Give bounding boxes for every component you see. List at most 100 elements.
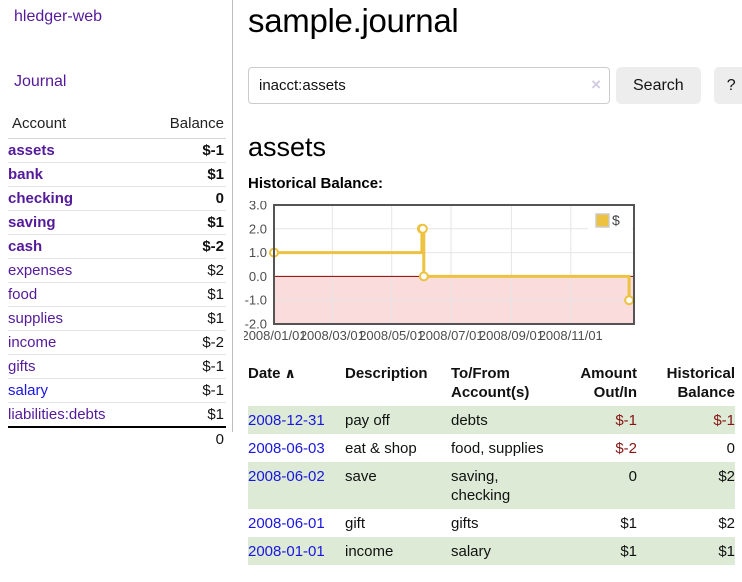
search-button[interactable]: Search [616, 67, 701, 104]
sort-ascending-icon: ∧ [284, 365, 296, 381]
account-row-food: food $1 [8, 282, 226, 307]
page-title: sample.journal [248, 2, 459, 39]
transaction-date-link[interactable]: 2008-06-02 [248, 468, 325, 485]
account-balance: $-1 [202, 142, 224, 159]
svg-text:2.0: 2.0 [249, 221, 267, 236]
transaction-date-link[interactable]: 2008-06-03 [248, 440, 325, 457]
account-link-saving[interactable]: saving [8, 214, 56, 231]
svg-text:3.0: 3.0 [249, 201, 267, 213]
transaction-balance: $-1 [713, 412, 735, 429]
transaction-date-link[interactable]: 2008-12-31 [248, 412, 325, 429]
accounts-total-row: 0 [8, 426, 226, 451]
transaction-balance: $2 [718, 515, 735, 532]
search-input[interactable] [248, 67, 610, 104]
register-row: 2008-12-31 pay off debts $-1 $-1 [248, 406, 735, 434]
account-row-liabilities-debts: liabilities:debts $1 [8, 402, 226, 427]
account-row-cash: cash $-2 [8, 234, 226, 259]
transaction-description: eat & shop [345, 440, 417, 457]
register-header-description: Description [345, 365, 428, 382]
register-header-balance: Historical Balance [666, 365, 735, 401]
account-link-cash[interactable]: cash [8, 238, 43, 255]
transaction-accounts: salary [451, 543, 492, 560]
account-row-gifts: gifts $-1 [8, 354, 226, 379]
account-link-income[interactable]: income [8, 334, 57, 351]
svg-text:2008/11/01: 2008/11/01 [539, 328, 603, 343]
register-header-amount: Amount Out/In [580, 365, 637, 401]
account-link-bank[interactable]: bank [8, 166, 44, 183]
account-link-assets[interactable]: assets [8, 142, 55, 159]
account-row-saving: saving $1 [8, 210, 226, 235]
account-heading: assets [248, 132, 327, 162]
account-row-checking: checking 0 [8, 186, 226, 211]
account-link-food[interactable]: food [8, 286, 38, 303]
register-row: 2008-06-01 gift gifts $1 $2 [248, 509, 735, 537]
sidebar-item-journal[interactable]: Journal [14, 73, 67, 90]
svg-text:2008/09/01: 2008/09/01 [479, 328, 544, 343]
accounts-table-header: Account Balance [8, 111, 226, 139]
account-row-income: income $-2 [8, 330, 226, 355]
account-balance: $1 [142, 402, 226, 427]
accounts-total-value: 0 [142, 426, 226, 451]
help-button[interactable]: ? [713, 67, 742, 104]
transaction-accounts: gifts [451, 515, 479, 532]
transaction-accounts: food, supplies [451, 440, 544, 457]
chart-title: Historical Balance: [248, 175, 384, 192]
transaction-amount: $1 [620, 543, 637, 560]
transaction-amount: $1 [620, 515, 637, 532]
svg-text:2008/05/01: 2008/05/01 [359, 328, 424, 343]
main-content: sample.journal × Search ? assets Histori… [241, 0, 742, 565]
account-link-expenses[interactable]: expenses [8, 262, 73, 279]
account-link-checking[interactable]: checking [8, 190, 74, 207]
transaction-description: pay off [345, 412, 390, 429]
transaction-amount: $-1 [615, 412, 637, 429]
date-header-label: Date [248, 365, 281, 382]
transaction-amount: 0 [628, 468, 637, 485]
transaction-description: gift [345, 515, 366, 532]
account-link-liabilities-debts[interactable]: liabilities:debts [8, 406, 106, 423]
accounts-header-account: Account [8, 111, 143, 139]
account-link-gifts[interactable]: gifts [8, 358, 36, 375]
transaction-accounts: debts [451, 412, 488, 429]
account-balance: $-2 [142, 330, 226, 355]
account-row-salary: salary $-1 [8, 378, 226, 403]
svg-text:0.0: 0.0 [249, 269, 267, 284]
clear-search-icon[interactable]: × [591, 75, 601, 94]
account-row-expenses: expenses $2 [8, 258, 226, 283]
transaction-balance: $1 [718, 543, 735, 560]
transaction-description: income [345, 543, 394, 560]
account-balance: $2 [142, 258, 226, 283]
transaction-amount: $-2 [615, 440, 637, 457]
svg-text:1.0: 1.0 [249, 245, 267, 260]
register-row: 2008-06-02 save saving, checking 0 $2 [248, 462, 735, 509]
account-row-bank: bank $1 [8, 162, 226, 187]
account-balance: $1 [142, 306, 226, 331]
register-row: 2008-01-01 income salary $1 $1 [248, 537, 735, 565]
account-balance: $-1 [142, 378, 226, 403]
account-row-supplies: supplies $1 [8, 306, 226, 331]
account-link-salary[interactable]: salary [8, 382, 49, 399]
account-balance: 0 [142, 186, 226, 211]
svg-text:-1.0: -1.0 [245, 293, 267, 308]
account-balance: $1 [142, 162, 226, 187]
app-title-link[interactable]: hledger-web [14, 8, 103, 25]
account-balance: $-1 [142, 354, 226, 379]
svg-text:-2.0: -2.0 [245, 317, 267, 332]
register-header-date[interactable]: Date ∧ [248, 360, 345, 406]
transaction-balance: $2 [718, 468, 735, 485]
account-row-assets: assets $-1 [8, 139, 226, 163]
balance-chart-svg: 3.0 2.0 1.0 0.0 -1.0 -2.02008/01/012008/03/01… [241, 198, 635, 343]
register-row: 2008-06-03 eat & shop food, supplies $-2… [248, 434, 735, 462]
register-header-accounts: To/From Account(s) [451, 365, 530, 401]
sidebar: hledger-web Journal Account Balance asse… [0, 0, 233, 451]
svg-text:2008/03/01: 2008/03/01 [300, 328, 365, 343]
transaction-balance: 0 [726, 440, 735, 457]
accounts-header-balance: Balance [142, 111, 226, 139]
transaction-description: save [345, 468, 377, 485]
account-link-supplies[interactable]: supplies [8, 310, 64, 327]
svg-text:2008/01/01: 2008/01/01 [244, 328, 307, 343]
transaction-date-link[interactable]: 2008-01-01 [248, 543, 325, 560]
register-header-row: Date ∧ Description To/From Account(s) Amo… [248, 360, 735, 406]
transaction-accounts: saving, checking [451, 468, 511, 504]
account-balance: $1 [142, 210, 226, 235]
transaction-date-link[interactable]: 2008-06-01 [248, 515, 325, 532]
